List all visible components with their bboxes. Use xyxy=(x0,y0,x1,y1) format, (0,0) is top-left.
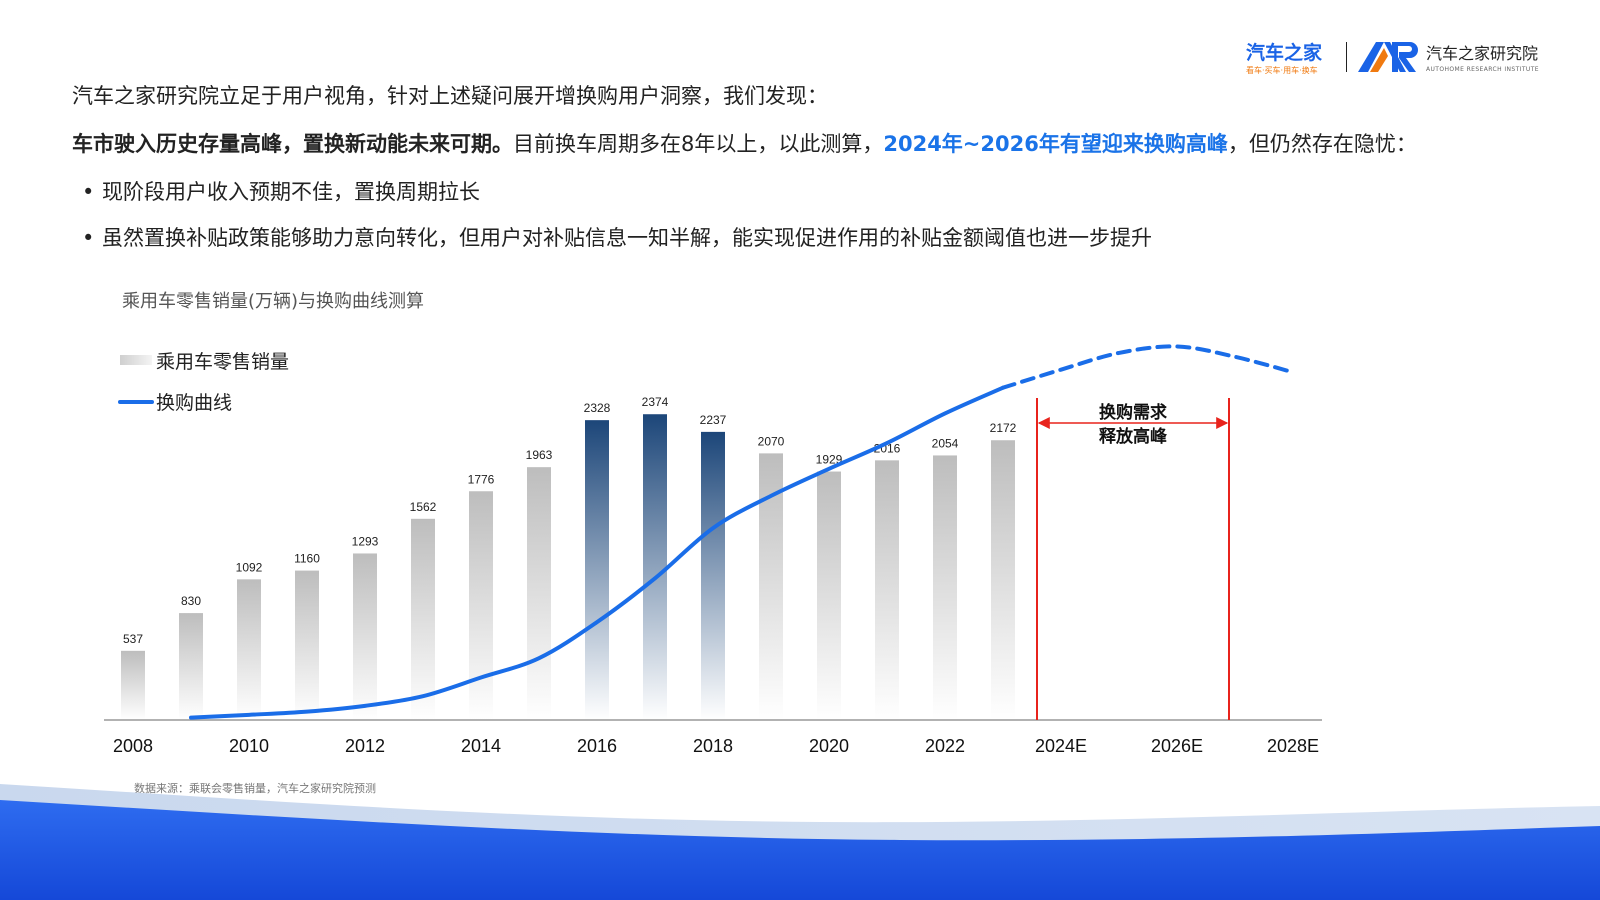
bar-2014 xyxy=(469,491,493,720)
bar-2012 xyxy=(353,553,377,720)
bar-label-2010: 1092 xyxy=(236,560,263,574)
bar-label-2012: 1293 xyxy=(352,534,379,548)
headline: 车市驶入历史存量高峰，置换新动能未来可期。目前换车周期多在8年以上，以此测算，2… xyxy=(72,128,1417,158)
bullet-item: • 虽然置换补贴政策能够助力意向转化，但用户对补贴信息一知半解，能实现促进作用的补… xyxy=(82,222,1152,252)
bar-2023 xyxy=(991,440,1015,720)
bar-2016 xyxy=(585,420,609,720)
bar-2011 xyxy=(295,570,319,720)
bar-label-2019: 2070 xyxy=(758,434,785,448)
data-source: 数据来源：乘联会零售销量，汽车之家研究院预测 xyxy=(134,782,376,795)
brand-slogan: 看车·买车·用车·换车 xyxy=(1246,66,1318,75)
wave-front xyxy=(0,800,1600,900)
x-tick-labels: 2008 2010 2012 2014 2016 2018 2020 2022 2024E 202… xyxy=(113,736,1319,756)
headline-bold: 车市驶入历史存量高峰，置换新动能未来可期。 xyxy=(72,132,513,156)
legend-label-bar: 乘用车零售销量 xyxy=(156,351,289,373)
bar-2010 xyxy=(237,579,261,720)
bullet-text: 现阶段用户收入预期不佳，置换周期拉长 xyxy=(102,180,480,204)
legend-label-curve: 换购曲线 xyxy=(156,392,232,414)
bar-label-2018: 2237 xyxy=(700,413,727,427)
bar-label-2015: 1963 xyxy=(526,448,553,462)
institute-en: AUTOHOME RESEARCH INSTITUTE xyxy=(1426,66,1539,73)
bars-group xyxy=(121,414,1015,720)
bullet-text: 虽然置换补贴政策能够助力意向转化，但用户对补贴信息一知半解，能实现促进作用的补贴… xyxy=(102,226,1152,250)
bar-2009 xyxy=(179,613,203,720)
bullet-dot: • xyxy=(82,180,95,204)
intro-text: 汽车之家研究院立足于用户视角，针对上述疑问展开增换购用户洞察，我们发现： xyxy=(72,84,828,108)
brand-name: 汽车之家 xyxy=(1246,42,1323,64)
headline-normal-2: ，但仍然存在隐忧： xyxy=(1227,132,1417,156)
bar-label-2020: 1929 xyxy=(816,453,843,467)
bar-label-2011: 1160 xyxy=(294,552,320,566)
bar-label-2023: 2172 xyxy=(990,421,1017,435)
ar-logo-icon xyxy=(1358,42,1418,72)
bullet-item: • 现阶段用户收入预期不佳，置换周期拉长 xyxy=(82,176,480,206)
bar-labels-group: 537 830 1092 1160 1293 1562 1776 1963 2328 2374 22… xyxy=(123,395,1017,646)
x-tick-2024E: 2024E xyxy=(1035,736,1087,756)
bar-label-2013: 1562 xyxy=(410,500,437,514)
bar-label-2009: 830 xyxy=(181,594,201,608)
x-tick-2020: 2020 xyxy=(809,736,849,756)
bar-2008 xyxy=(121,650,145,720)
legend-swatch-bar xyxy=(120,355,152,365)
bar-2021 xyxy=(875,460,899,720)
logo-divider xyxy=(1346,42,1347,72)
replacement-curve-forecast xyxy=(1001,344,1295,390)
autohome-logo: 汽车之家 看车·买车·用车·换车 xyxy=(1246,38,1338,76)
x-tick-2012: 2012 xyxy=(345,736,385,756)
logo-area: 汽车之家 看车·买车·用车·换车 汽车之家研究院 AUTOHOME RESEAR… xyxy=(1246,38,1576,78)
x-tick-2022: 2022 xyxy=(925,736,965,756)
x-tick-2026E: 2026E xyxy=(1151,736,1203,756)
x-tick-2014: 2014 xyxy=(461,736,501,756)
bar-2022 xyxy=(933,455,957,720)
chart-title: 乘用车零售销量(万辆)与换购曲线测算 xyxy=(122,291,425,312)
bar-label-2008: 537 xyxy=(123,632,143,646)
x-tick-2010: 2010 xyxy=(229,736,269,756)
bar-label-2022: 2054 xyxy=(932,436,959,450)
bar-2015 xyxy=(527,467,551,720)
headline-highlight: 2024年~2026年有望迎来换购高峰 xyxy=(883,132,1228,156)
footer-wave xyxy=(0,784,1600,900)
bar-label-2014: 1776 xyxy=(468,472,495,486)
x-tick-2018: 2018 xyxy=(693,736,733,756)
x-tick-2008: 2008 xyxy=(113,736,153,756)
bar-label-2016: 2328 xyxy=(584,401,611,415)
bar-2020 xyxy=(817,471,841,720)
bar-label-2017: 2374 xyxy=(642,395,669,409)
x-tick-2016: 2016 xyxy=(577,736,617,756)
institute-logo-text: 汽车之家研究院 AUTOHOME RESEARCH INSTITUTE xyxy=(1426,40,1539,73)
peak-annotation-line-1: 换购需求 xyxy=(1099,402,1167,423)
bar-2018 xyxy=(701,431,725,720)
headline-normal-1: 目前换车周期多在8年以上，以此测算， xyxy=(513,132,884,156)
bar-2013 xyxy=(411,518,435,720)
bar-2017 xyxy=(643,414,667,720)
institute-name: 汽车之家研究院 xyxy=(1426,44,1539,63)
peak-annotation-line-2: 释放高峰 xyxy=(1099,426,1168,447)
replacement-curve-actual xyxy=(189,385,1005,720)
x-tick-2028E: 2028E xyxy=(1267,736,1319,756)
bullet-dot: • xyxy=(82,226,95,250)
